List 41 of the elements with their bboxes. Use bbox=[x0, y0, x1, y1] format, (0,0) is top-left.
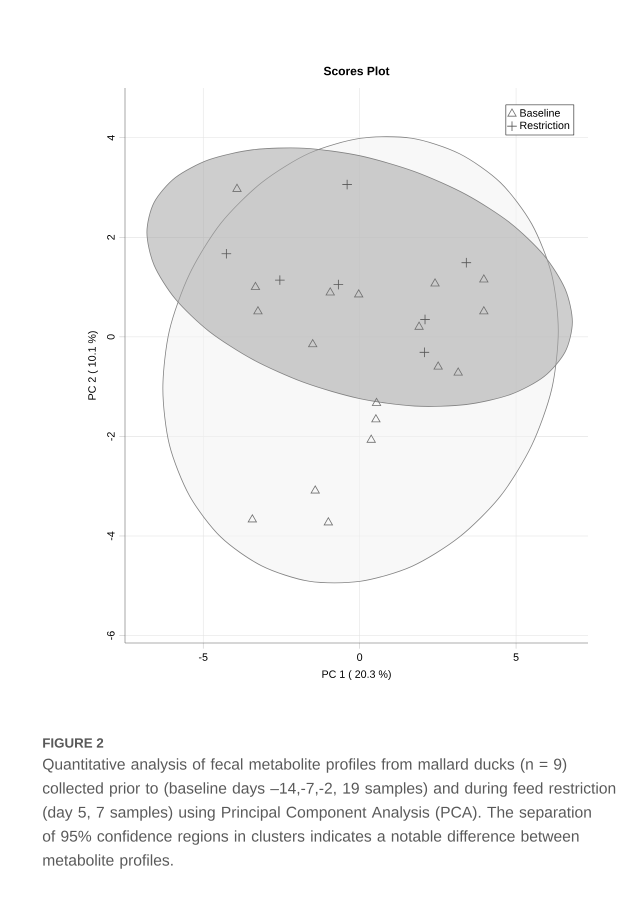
point bbox=[371, 414, 380, 422]
point bbox=[324, 517, 333, 526]
point bbox=[366, 434, 376, 443]
point bbox=[221, 248, 232, 259]
y-axis-title: PC 2 ( 10.1 %) bbox=[88, 331, 98, 400]
chart-title: Scores Plot bbox=[324, 66, 390, 76]
point bbox=[479, 274, 488, 282]
point bbox=[326, 287, 335, 296]
point bbox=[232, 184, 242, 192]
point bbox=[250, 282, 260, 290]
point bbox=[434, 362, 443, 370]
x-tick-label: -5 bbox=[198, 653, 208, 661]
caption: FIGURE 2 bbox=[43, 738, 104, 748]
point bbox=[420, 314, 430, 325]
y-tick-label: 0 bbox=[107, 334, 115, 340]
y-tick-label: -6 bbox=[107, 631, 115, 640]
point bbox=[454, 368, 463, 376]
point bbox=[419, 347, 430, 358]
x-tick-label: 5 bbox=[514, 653, 519, 661]
point bbox=[430, 278, 440, 286]
x-tick-label: 0 bbox=[357, 653, 362, 661]
x-axis-title: PC 1 ( 20.3 %) bbox=[322, 670, 391, 680]
legend-label: Baseline bbox=[520, 108, 560, 117]
point bbox=[414, 322, 424, 330]
text: Quantitative analysis of fecal metabolite profiles from mallard ducks (n = 9) collected prior to (baseline days –14,-7,-2, 19 samples) and during feed restriction (day 5, 7 samples) using Principal Component Analysis (PCA). The separation of 95% confidence regions in clusters indicates a notable difference between metabolite profiles. bbox=[42, 758, 616, 869]
y-tick-label: 4 bbox=[107, 135, 115, 140]
legend-label: Restriction bbox=[520, 121, 570, 130]
point bbox=[333, 279, 344, 290]
point bbox=[354, 289, 364, 298]
point bbox=[248, 514, 257, 522]
point bbox=[253, 306, 263, 314]
point bbox=[310, 485, 320, 494]
point bbox=[372, 398, 382, 406]
y-tick-label: -2 bbox=[107, 432, 115, 441]
y-tick-label: -4 bbox=[107, 532, 115, 540]
point bbox=[479, 306, 488, 314]
point bbox=[461, 258, 472, 268]
point bbox=[308, 339, 318, 348]
y-tick-label: 2 bbox=[107, 234, 115, 240]
point bbox=[342, 179, 352, 190]
point bbox=[274, 274, 286, 286]
